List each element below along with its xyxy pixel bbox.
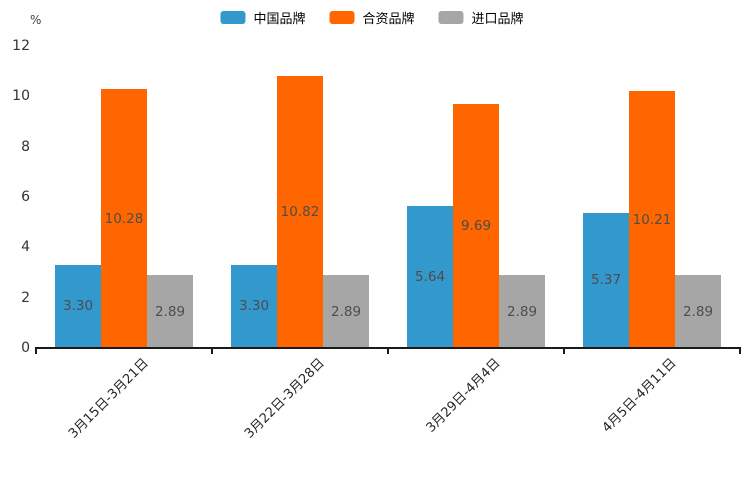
bar-进口品牌-3: [675, 275, 721, 348]
y-tick-label: 10: [12, 88, 30, 105]
bar-value-label: 3.30: [62, 298, 94, 315]
y-tick-label: 12: [12, 38, 30, 54]
bar-value-label: 5.37: [590, 272, 622, 289]
y-tick-label: 0: [21, 340, 30, 356]
bar-合资品牌-2: [453, 104, 499, 348]
bar-合资品牌-3: [629, 91, 675, 348]
bar-value-label: 10.28: [104, 210, 144, 227]
x-category-label: 3月29日-4月4日: [423, 355, 504, 436]
y-tick-label: 8: [21, 138, 30, 155]
x-tick-mark: [35, 349, 37, 354]
bar-value-label: 2.89: [506, 303, 538, 320]
x-tick-mark: [739, 349, 741, 354]
legend: 中国品牌 合资品牌 进口品牌: [220, 8, 524, 27]
bar-中国品牌-3: [583, 212, 629, 348]
bar-中国品牌-1: [231, 264, 277, 348]
bar-value-label: 3.30: [238, 298, 270, 315]
legend-label: 进口品牌: [471, 12, 524, 27]
x-category-label: 4月5日-4月11日: [599, 355, 680, 436]
y-axis-unit-label: %: [30, 13, 42, 27]
legend-label: 中国品牌: [253, 12, 306, 27]
bar-合资品牌-0: [101, 89, 147, 348]
legend-label: 合资品牌: [362, 12, 415, 27]
x-tick-mark: [563, 349, 565, 354]
bar-value-label: 10.82: [280, 203, 320, 220]
x-tick-mark: [387, 349, 389, 354]
bar-value-label: 2.89: [682, 303, 714, 320]
legend-swatch-icon: [220, 11, 246, 24]
x-category-label: 3月22日-3月28日: [241, 355, 328, 442]
legend-swatch-icon: [438, 11, 464, 24]
bar-value-label: 5.64: [414, 269, 446, 286]
legend-swatch-icon: [329, 11, 355, 24]
bar-合资品牌-1: [277, 75, 323, 348]
bar-进口品牌-1: [323, 275, 369, 348]
bar-value-label: 2.89: [154, 303, 186, 320]
bar-中国品牌-0: [55, 264, 101, 348]
bar-value-label: 2.89: [330, 303, 362, 320]
bar-进口品牌-0: [147, 275, 193, 348]
legend-item-1: 合资品牌: [329, 8, 415, 27]
x-tick-mark: [211, 349, 213, 354]
bar-value-label: 10.21: [632, 211, 672, 228]
legend-item-0: 中国品牌: [220, 8, 305, 27]
bar-value-label: 9.69: [460, 218, 492, 235]
x-category-label: 3月15日-3月21日: [65, 355, 152, 442]
legend-item-2: 进口品牌: [438, 8, 524, 27]
bar-中国品牌-2: [407, 206, 453, 348]
y-tick-label: 4: [21, 239, 30, 256]
y-tick-label: 2: [21, 289, 30, 306]
y-tick-label: 6: [21, 189, 30, 205]
x-axis-line: [35, 347, 741, 349]
bar-进口品牌-2: [499, 275, 545, 348]
